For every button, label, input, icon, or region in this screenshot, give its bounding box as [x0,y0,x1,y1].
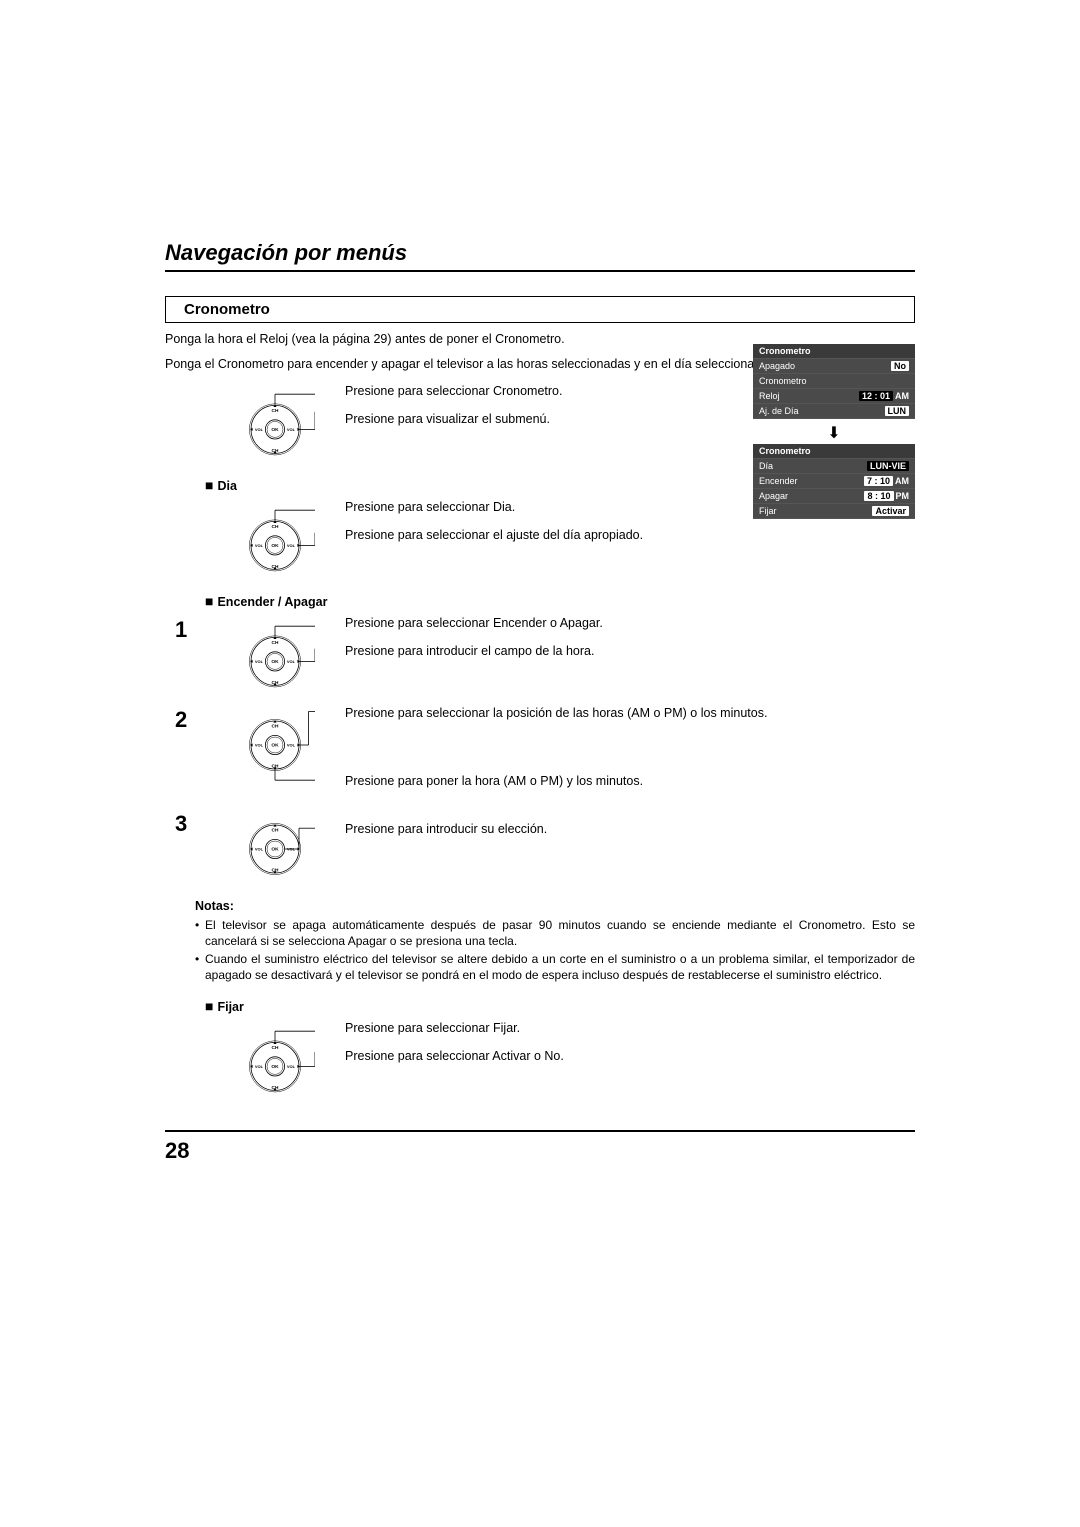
step-number: 2 [175,703,215,733]
svg-text:VOL: VOL [287,659,296,664]
svg-text:VOL: VOL [287,543,296,548]
svg-text:VOL: VOL [255,543,264,548]
page-title: Navegación por menús [165,240,915,272]
subheading-encender: ■Encender / Apagar [205,593,915,609]
notes-heading: Notas: [195,899,915,913]
instruction-text: Presione para seleccionar Encender o Apa… [345,613,915,633]
note-text: El televisor se apaga automáticamente de… [205,917,915,949]
svg-text:OK: OK [271,543,279,549]
svg-text:CH: CH [272,524,279,530]
svg-text:VOL: VOL [255,1064,264,1069]
subheading-fijar: ■Fijar [205,998,915,1014]
remote-dpad-icon: OK CH CH VOL VOL [235,499,315,579]
svg-text:CH: CH [272,723,279,729]
svg-text:OK: OK [271,659,279,665]
note-text: Cuando el suministro eléctrico del telev… [205,951,915,983]
notes-list: •El televisor se apaga automáticamente d… [195,917,915,984]
remote-dpad-icon: OK CH CH VOL VOL [235,383,315,463]
svg-text:CH: CH [272,408,279,414]
step-number: 1 [175,613,215,643]
osd-menu-cronometro-2: Cronometro DíaLUN-VIE Encender7 : 10AM A… [753,444,915,519]
instruction-text: Presione para seleccionar Activar o No. [345,1046,915,1066]
instruction-text: Presione para introducir el campo de la … [345,641,915,661]
svg-text:OK: OK [271,1064,279,1070]
svg-text:VOL: VOL [287,742,296,747]
instruction-text: Presione para seleccionar el ajuste del … [345,525,915,545]
page-number: 28 [165,1130,915,1164]
svg-text:OK: OK [271,846,279,852]
svg-text:CH: CH [272,640,279,646]
svg-text:VOL: VOL [255,742,264,747]
menu-title: Cronometro [753,444,915,459]
svg-text:VOL: VOL [287,1064,296,1069]
remote-dpad-icon: OK CH CH VOL VOL [235,1020,315,1100]
svg-text:OK: OK [271,427,279,433]
svg-text:VOL: VOL [255,659,264,664]
osd-menu-cronometro-1: Cronometro ApagadoNo Cronometro Reloj12 … [753,344,915,443]
remote-dpad-icon: OK CH CH VOL VOL [235,809,315,889]
remote-dpad-icon: OK CH CH VOL VOL [235,615,315,695]
arrow-down-icon: ⬇ [753,423,915,443]
svg-text:VOL: VOL [287,427,296,432]
remote-dpad-icon: OK CH CH VOL VOL [235,705,315,785]
instruction-text: Presione para poner la hora (AM o PM) y … [345,771,915,791]
menu-title: Cronometro [753,344,915,359]
svg-text:OK: OK [271,742,279,748]
instruction-text: Presione para seleccionar Fijar. [345,1018,915,1038]
svg-text:VOL: VOL [255,846,264,851]
svg-text:CH: CH [272,827,279,833]
instruction-text: Presione para introducir su elección. [345,819,915,839]
svg-text:CH: CH [272,1044,279,1050]
section-header: Cronometro [165,296,915,323]
instruction-text: Presione para seleccionar la posición de… [345,703,915,723]
svg-text:VOL: VOL [255,427,264,432]
step-number: 3 [175,807,215,837]
